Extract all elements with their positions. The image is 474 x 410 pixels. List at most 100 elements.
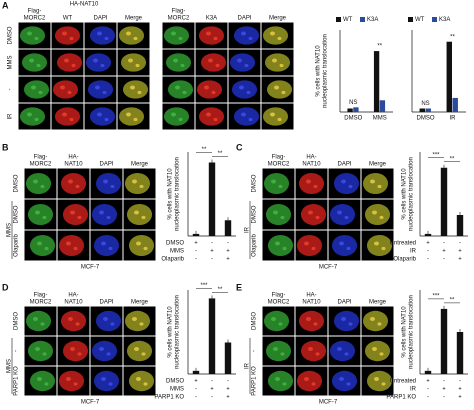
bar [353, 107, 359, 112]
nucleolus [248, 117, 253, 122]
cell [298, 310, 325, 332]
y-axis-label: nucleoplasmic translocation [175, 157, 181, 231]
condition-sign: + [426, 379, 430, 385]
nucleolus [239, 85, 244, 90]
significance: *** [432, 293, 440, 299]
condition-sign: - [195, 395, 197, 401]
condition-name: Untreated [390, 241, 416, 247]
nucleolus [135, 63, 140, 68]
nucleolus [67, 90, 72, 95]
panel-letter: E [236, 282, 242, 292]
nucleolus [104, 117, 109, 122]
bar [347, 108, 353, 112]
nucleolus [346, 382, 351, 386]
nucleolus [34, 36, 39, 41]
nucleolus [173, 58, 178, 63]
nucleolus [103, 317, 108, 321]
cell [60, 310, 87, 332]
significance: ** [450, 34, 455, 40]
column-header: MORC2 [30, 300, 52, 306]
nucleolus [306, 317, 311, 321]
nucleolus [103, 179, 108, 184]
cell [263, 310, 290, 332]
nucleolus [64, 58, 69, 63]
nucleolus [273, 210, 278, 215]
nucleolus [110, 184, 115, 189]
significance: ** [377, 44, 382, 50]
cell [329, 340, 356, 362]
column-header: Merge [369, 300, 387, 306]
nucleolus [27, 112, 32, 117]
nucleolus [374, 241, 379, 246]
nucleolus [100, 63, 105, 68]
y-axis-label: nucleoplasmic translocation [409, 157, 415, 231]
condition-sign: - [443, 379, 445, 385]
bar [452, 97, 458, 112]
nucleolus [106, 352, 111, 356]
nucleolus [313, 322, 318, 326]
cell [333, 172, 360, 195]
cell-line: MCF-7 [81, 265, 100, 271]
nucleolus [377, 322, 382, 326]
nucleolus [137, 90, 142, 95]
nucleolus [60, 85, 65, 90]
cell [58, 370, 85, 392]
column-header: DAPI [237, 16, 251, 22]
condition-sign: + [226, 257, 230, 263]
condition-sign: + [226, 249, 230, 255]
cell [298, 172, 325, 195]
condition-name: IR [410, 249, 417, 255]
condition-name: MMS [170, 249, 184, 255]
significance: ** [218, 287, 223, 293]
column-header: Flag- [28, 9, 42, 15]
cell [23, 80, 50, 99]
legend-swatch [408, 17, 413, 22]
bar [373, 51, 380, 112]
nucleolus [182, 90, 187, 95]
condition-sign: - [427, 387, 429, 393]
cell [366, 234, 393, 257]
nucleolus [34, 117, 39, 122]
row-label: DMSO [252, 312, 258, 330]
condition-sign: - [227, 379, 229, 385]
nucleolus [139, 184, 144, 189]
nucleolus [277, 36, 282, 41]
row-label: Olaparib [14, 234, 20, 257]
column-header: Merge [369, 162, 387, 168]
row-label: DMSO [8, 26, 14, 44]
cell [167, 80, 194, 99]
condition-sign: + [226, 395, 230, 401]
nucleolus [35, 210, 40, 215]
nucleolus [139, 322, 144, 326]
cell [91, 203, 118, 226]
cell [267, 370, 294, 392]
condition-name: Untreated [390, 379, 416, 385]
cell [21, 53, 48, 72]
nucleolus [370, 179, 375, 184]
cell [126, 340, 153, 362]
cell [264, 53, 291, 72]
row-label: DMSO [252, 174, 258, 192]
column-header: Merge [125, 16, 143, 22]
nucleolus [66, 241, 71, 246]
nucleolus [75, 322, 80, 326]
cell [62, 340, 89, 362]
cell-line: MCF-7 [81, 400, 100, 406]
nucleolus [271, 179, 276, 184]
condition-sign: - [443, 395, 445, 401]
column-header: NAT10 [64, 162, 83, 168]
cell [120, 53, 147, 72]
nucleolus [204, 85, 209, 90]
cell [263, 172, 290, 195]
nucleolus [132, 317, 137, 321]
cell [29, 234, 56, 257]
column-header: HA- [306, 293, 316, 299]
y-axis-label: nucleoplasmic translocation [323, 34, 329, 108]
nucleolus [97, 31, 102, 36]
cell [200, 53, 227, 72]
nucleolus [246, 90, 251, 95]
nucleolus [348, 322, 353, 326]
condition-sign: - [195, 387, 197, 393]
nucleolus [133, 36, 138, 41]
